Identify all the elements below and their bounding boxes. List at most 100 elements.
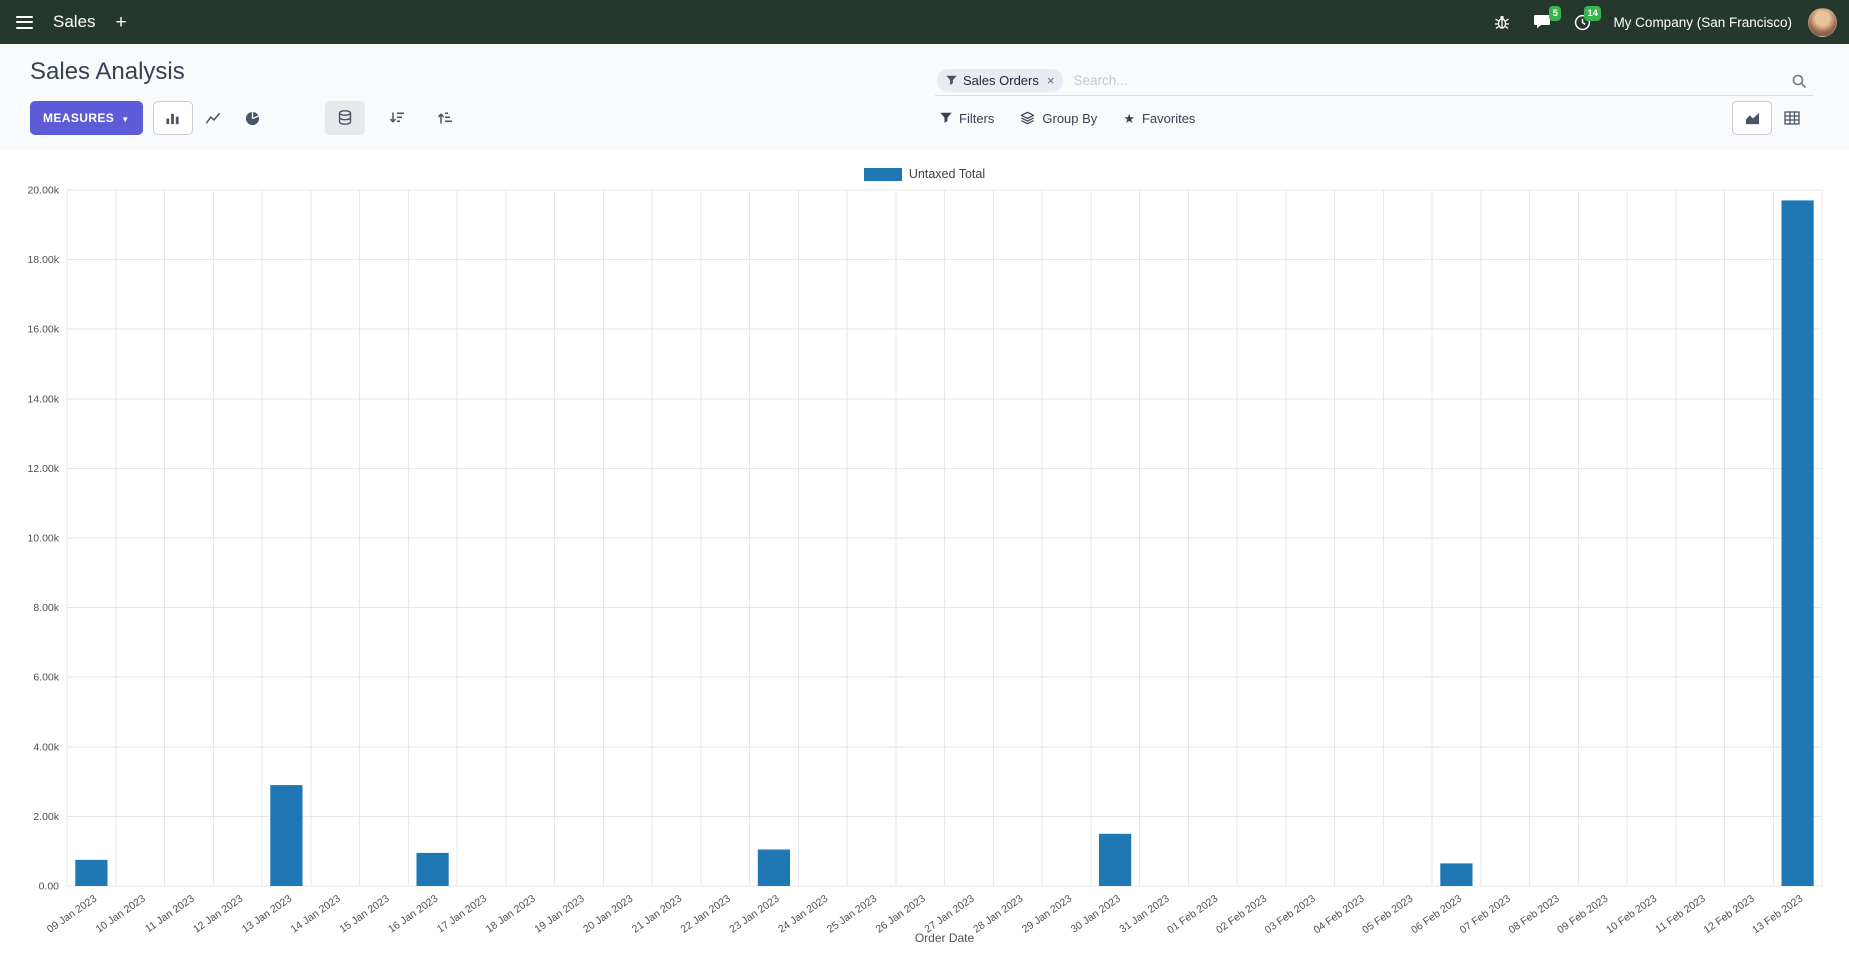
svg-text:12 Feb 2023: 12 Feb 2023 bbox=[1701, 893, 1756, 937]
control-panel: Sales Analysis Sales Orders × Search... bbox=[0, 44, 1849, 150]
svg-text:23 Jan 2023: 23 Jan 2023 bbox=[727, 893, 781, 936]
graph-view-area: Untaxed Total 0.00 2.00k 4.00k 6.00k 8.00k 10… bbox=[0, 166, 1849, 974]
svg-text:26 Jan 2023: 26 Jan 2023 bbox=[874, 893, 928, 936]
svg-text:22 Jan 2023: 22 Jan 2023 bbox=[679, 893, 733, 936]
filters-menu-button[interactable]: Filters bbox=[940, 111, 994, 126]
bar[interactable] bbox=[1440, 863, 1473, 886]
chart-legend[interactable]: Untaxed Total bbox=[0, 166, 1849, 182]
svg-text:2.00k: 2.00k bbox=[33, 811, 59, 823]
messages-icon[interactable]: 5 bbox=[1525, 5, 1562, 39]
sort-ascending-button[interactable] bbox=[425, 101, 465, 135]
filter-funnel-icon bbox=[946, 75, 957, 86]
search-menus: Filters Group By ★ Favorites bbox=[940, 100, 1195, 136]
svg-text:12 Jan 2023: 12 Jan 2023 bbox=[191, 893, 245, 936]
bar[interactable] bbox=[1099, 833, 1132, 886]
svg-text:29 Jan 2023: 29 Jan 2023 bbox=[1020, 893, 1074, 936]
svg-text:16.00k: 16.00k bbox=[27, 324, 59, 336]
pie-chart-icon bbox=[245, 111, 260, 125]
graph-view-button[interactable] bbox=[1732, 101, 1772, 135]
top-navbar: Sales + 5 14 bbox=[0, 0, 1849, 44]
svg-text:19 Jan 2023: 19 Jan 2023 bbox=[532, 893, 586, 936]
pie-chart-button[interactable] bbox=[233, 101, 273, 135]
page-title: Sales Analysis bbox=[30, 58, 185, 85]
sort-descending-icon bbox=[389, 112, 404, 123]
svg-text:14 Jan 2023: 14 Jan 2023 bbox=[289, 893, 343, 936]
bar[interactable] bbox=[757, 849, 790, 887]
svg-text:10 Feb 2023: 10 Feb 2023 bbox=[1604, 893, 1659, 937]
navbar-left: Sales + bbox=[10, 10, 133, 35]
search-placeholder: Search... bbox=[1073, 73, 1128, 88]
bar[interactable] bbox=[270, 785, 303, 886]
filters-funnel-icon bbox=[940, 112, 952, 123]
search-bar[interactable]: Sales Orders × Search... bbox=[935, 66, 1813, 96]
svg-text:03 Feb 2023: 03 Feb 2023 bbox=[1263, 893, 1318, 937]
svg-text:17 Jan 2023: 17 Jan 2023 bbox=[435, 893, 489, 936]
svg-text:10.00k: 10.00k bbox=[27, 533, 59, 545]
svg-text:13 Feb 2023: 13 Feb 2023 bbox=[1750, 893, 1805, 937]
svg-text:13 Jan 2023: 13 Jan 2023 bbox=[240, 893, 294, 936]
svg-text:18 Jan 2023: 18 Jan 2023 bbox=[484, 893, 538, 936]
bar-chart-icon bbox=[166, 113, 179, 124]
legend-swatch bbox=[863, 167, 902, 181]
navbar-right: 5 14 My Company (San Francisco) bbox=[1485, 5, 1837, 39]
svg-text:09 Feb 2023: 09 Feb 2023 bbox=[1555, 893, 1610, 937]
svg-text:0.00: 0.00 bbox=[39, 881, 60, 893]
company-switcher[interactable]: My Company (San Francisco) bbox=[1613, 14, 1792, 30]
svg-text:21 Jan 2023: 21 Jan 2023 bbox=[630, 893, 684, 936]
search-facet-label: Sales Orders bbox=[963, 73, 1039, 88]
pivot-table-icon bbox=[1784, 111, 1800, 125]
area-chart-icon bbox=[1745, 112, 1759, 124]
svg-text:20.00k: 20.00k bbox=[27, 185, 59, 197]
bar-chart-button[interactable] bbox=[152, 101, 193, 135]
graph-toolbar: MEASURES ▼ bbox=[30, 100, 465, 136]
y-axis-labels: 0.00 2.00k 4.00k 6.00k 8.00k 10.00k 12.00k 14.0… bbox=[27, 185, 59, 893]
svg-text:06 Feb 2023: 06 Feb 2023 bbox=[1409, 893, 1464, 937]
group-by-menu-button[interactable]: Group By bbox=[1020, 111, 1097, 126]
svg-text:28 Jan 2023: 28 Jan 2023 bbox=[971, 893, 1025, 936]
database-stacked-icon bbox=[338, 110, 351, 125]
measures-button[interactable]: MEASURES ▼ bbox=[30, 101, 143, 135]
svg-text:24 Jan 2023: 24 Jan 2023 bbox=[776, 893, 830, 936]
activities-clock-icon[interactable]: 14 bbox=[1565, 5, 1602, 39]
svg-text:14.00k: 14.00k bbox=[27, 393, 59, 405]
debug-bug-icon[interactable] bbox=[1485, 5, 1519, 39]
legend-label: Untaxed Total bbox=[908, 167, 986, 181]
facet-remove-icon[interactable]: × bbox=[1046, 73, 1055, 88]
svg-text:10 Jan 2023: 10 Jan 2023 bbox=[94, 893, 148, 936]
svg-text:04 Feb 2023: 04 Feb 2023 bbox=[1311, 893, 1366, 937]
avatar[interactable] bbox=[1808, 7, 1837, 37]
toolbar-row: MEASURES ▼ bbox=[0, 100, 1849, 136]
svg-text:05 Feb 2023: 05 Feb 2023 bbox=[1360, 893, 1415, 937]
search-icon[interactable] bbox=[1791, 73, 1807, 89]
svg-text:01 Feb 2023: 01 Feb 2023 bbox=[1165, 893, 1220, 937]
star-icon: ★ bbox=[1123, 110, 1135, 126]
svg-text:09 Jan 2023: 09 Jan 2023 bbox=[45, 893, 99, 936]
bar[interactable] bbox=[416, 852, 449, 886]
messages-badge: 5 bbox=[1549, 6, 1562, 21]
svg-text:20 Jan 2023: 20 Jan 2023 bbox=[581, 893, 635, 936]
layers-icon bbox=[1021, 111, 1035, 125]
sort-descending-button[interactable] bbox=[377, 101, 417, 135]
view-switcher bbox=[1732, 100, 1812, 136]
svg-text:16 Jan 2023: 16 Jan 2023 bbox=[386, 893, 440, 936]
svg-text:07 Feb 2023: 07 Feb 2023 bbox=[1458, 893, 1513, 937]
plus-icon[interactable]: + bbox=[110, 11, 133, 34]
line-chart-button[interactable] bbox=[193, 101, 233, 135]
pivot-view-button[interactable] bbox=[1772, 101, 1812, 135]
svg-text:12.00k: 12.00k bbox=[27, 463, 59, 475]
svg-text:02 Feb 2023: 02 Feb 2023 bbox=[1214, 893, 1269, 937]
sort-ascending-icon bbox=[437, 112, 452, 124]
apps-menu-icon[interactable] bbox=[10, 10, 39, 35]
svg-text:30 Jan 2023: 30 Jan 2023 bbox=[1069, 893, 1123, 936]
favorites-menu-button[interactable]: ★ Favorites bbox=[1123, 110, 1196, 126]
chevron-down-icon: ▼ bbox=[121, 114, 130, 124]
bar[interactable] bbox=[75, 859, 108, 886]
svg-text:08 Feb 2023: 08 Feb 2023 bbox=[1506, 893, 1561, 937]
app-name[interactable]: Sales bbox=[53, 12, 96, 31]
bar[interactable] bbox=[1781, 200, 1814, 886]
search-facet-sales-orders[interactable]: Sales Orders × bbox=[937, 69, 1064, 92]
svg-text:31 Jan 2023: 31 Jan 2023 bbox=[1117, 893, 1171, 936]
stacked-toggle-button[interactable] bbox=[324, 101, 365, 135]
